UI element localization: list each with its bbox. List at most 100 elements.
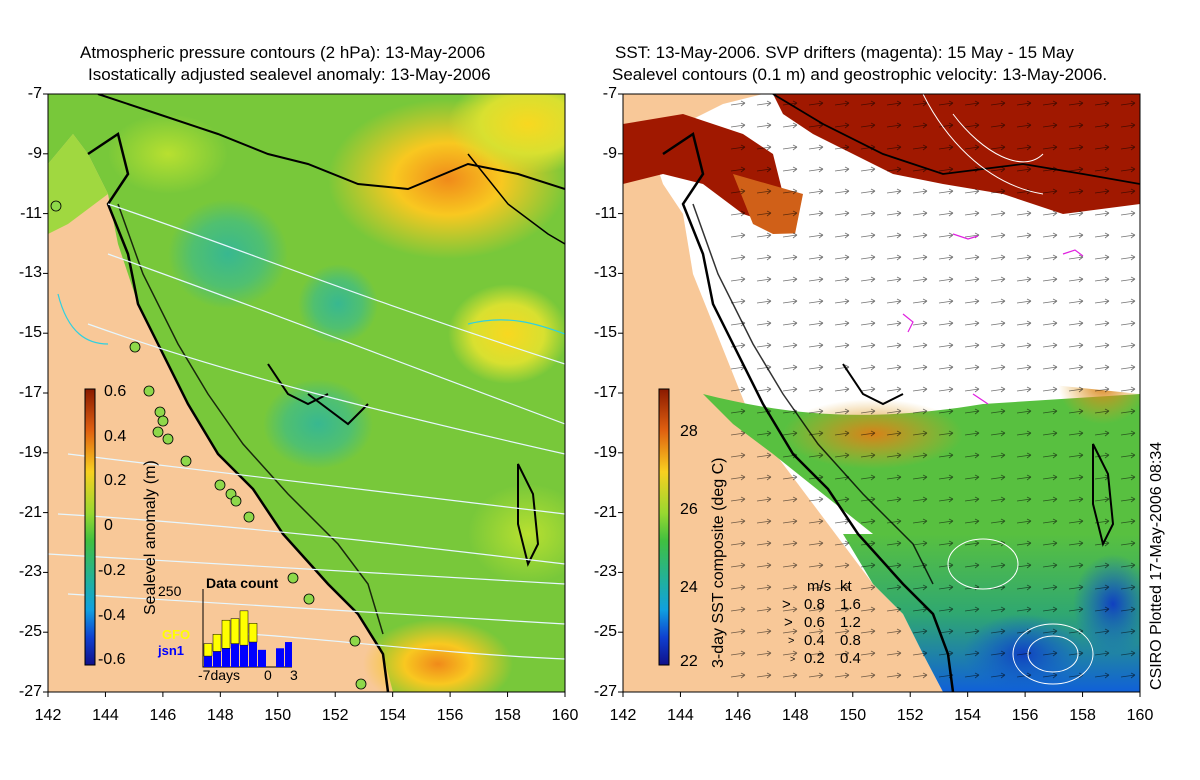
histogram-bar-jsn1 (213, 651, 221, 667)
velocity-arrow-icon: > (790, 654, 796, 664)
sst-colorbar-label: 3-day SST composite (deg C) (710, 457, 727, 668)
x-tick-label: 150 (264, 707, 292, 724)
histogram-bar-gfo (248, 623, 258, 643)
velocity-legend-kt: 0.8 (840, 632, 861, 649)
y-tick-label: -21 (18, 503, 42, 521)
y-tick-label: -19 (18, 443, 42, 461)
sst-tick-28: 28 (680, 423, 698, 440)
y-tick-label: -27 (593, 683, 617, 700)
left-title-line1: Atmospheric pressure contours (2 hPa): 1… (80, 43, 486, 62)
histogram-bar-gfo (212, 633, 222, 652)
y-tick-label: -7 (602, 85, 617, 102)
right-title-line1: SST: 13-May-2006. SVP drifters (magenta)… (615, 43, 1074, 62)
histogram-bar-jsn1 (276, 648, 284, 667)
sst-tick-22: 22 (680, 653, 698, 670)
sst-colorbar (658, 388, 670, 666)
y-tick-label: -27 (18, 683, 42, 700)
sst-tick-26: 26 (680, 501, 698, 518)
y-tick-label: -13 (593, 264, 617, 282)
x-tick-label: 156 (436, 707, 464, 724)
sst-tick-24: 24 (680, 579, 698, 596)
sla-tick-0: 0.6 (104, 383, 127, 400)
y-tick-label: -9 (602, 144, 617, 162)
y-tick-label: -11 (595, 204, 617, 222)
velocity-legend-ms-header: m/s (807, 578, 832, 595)
data-count-ymax: 250 (158, 583, 182, 599)
x-tick-label: 142 (34, 707, 62, 724)
data-count-x-left: -7days (198, 667, 241, 683)
data-count-x-zero: 0 (264, 667, 272, 683)
x-tick-label: 146 (149, 707, 177, 724)
velocity-arrow-icon: > (784, 614, 793, 631)
sealevel-anomaly-map (48, 94, 565, 692)
y-tick-label: -9 (27, 144, 42, 162)
velocity-legend-kt: 0.4 (840, 650, 861, 667)
left-title-line2: Isostatically adjusted sealevel anomaly:… (88, 65, 491, 84)
sla-tick-4: -0.2 (98, 562, 126, 579)
velocity-arrow-icon: > (782, 596, 791, 613)
histogram-bar-gfo (221, 619, 231, 649)
sla-tick-1: 0.4 (104, 428, 127, 445)
x-tick-label: 158 (1069, 707, 1096, 724)
x-tick-label: 158 (494, 707, 521, 724)
x-tick-label: 160 (551, 707, 579, 724)
histogram-bar-gfo (230, 618, 240, 644)
y-tick-label: -17 (18, 384, 42, 401)
velocity-legend-kt: 1.6 (840, 596, 861, 613)
data-count-inset: Data count 250 GFO jsn1 -7days 0 3 (148, 575, 298, 685)
velocity-legend-ms: 0.6 (804, 614, 825, 631)
sla-tick-5: -0.4 (98, 607, 126, 624)
histogram-bar-jsn1 (249, 642, 257, 667)
x-tick-label: 146 (724, 707, 752, 724)
y-tick-label: -23 (18, 563, 42, 581)
histogram-bar-gfo (203, 643, 213, 657)
x-tick-label: 152 (321, 707, 349, 724)
sla-tick-2: 0.2 (104, 472, 127, 489)
sealevel-colorbar (84, 388, 96, 666)
x-tick-label: 154 (954, 707, 981, 724)
y-tick-label: -17 (593, 384, 617, 401)
velocity-legend-ms: 0.4 (804, 632, 825, 649)
y-tick-label: -19 (593, 443, 617, 461)
y-tick-label: -13 (18, 264, 42, 282)
velocity-legend-ms: 0.2 (804, 650, 825, 667)
right-title-line2: Sealevel contours (0.1 m) and geostrophi… (612, 65, 1108, 84)
data-count-histogram (202, 589, 292, 668)
legend-jsn1: jsn1 (158, 643, 185, 658)
x-tick-label: 152 (896, 707, 924, 724)
x-tick-label: 144 (92, 707, 119, 724)
x-tick-label: 148 (781, 707, 809, 724)
velocity-legend-ms: 0.8 (804, 596, 825, 613)
x-tick-label: 148 (206, 707, 234, 724)
histogram-bar-jsn1 (231, 643, 239, 667)
histogram-bar-jsn1 (285, 642, 292, 667)
left-axis-ticks (43, 93, 566, 697)
y-tick-label: -11 (20, 204, 42, 222)
velocity-legend-kt: 1.2 (840, 614, 861, 631)
velocity-legend-kt-header: kt (840, 578, 852, 595)
sla-tick-3: 0 (104, 517, 113, 534)
y-tick-label: -15 (18, 324, 42, 342)
histogram-bar-jsn1 (240, 645, 248, 667)
y-tick-label: -15 (593, 324, 617, 342)
histogram-bar-jsn1 (204, 656, 212, 667)
velocity-arrow-icon: > (788, 635, 795, 647)
histogram-bar-jsn1 (258, 649, 266, 667)
y-tick-label: -25 (593, 623, 617, 641)
data-count-x-right: 3 (290, 667, 298, 683)
y-tick-label: -7 (27, 85, 42, 102)
x-tick-label: 144 (667, 707, 694, 724)
y-tick-label: -25 (18, 623, 42, 641)
y-tick-label: -23 (593, 563, 617, 581)
data-count-title: Data count (206, 575, 279, 591)
y-tick-label: -21 (593, 503, 617, 521)
plotted-note: CSIRO Plotted 17-May-2006 08:34 (1148, 441, 1165, 690)
histogram-bar-jsn1 (222, 648, 230, 667)
legend-gfo: GFO (162, 627, 191, 642)
x-tick-label: 160 (1126, 707, 1154, 724)
sst-map (623, 94, 1140, 692)
histogram-bar-gfo (239, 610, 249, 646)
right-axis-ticks (618, 93, 1141, 697)
x-tick-label: 156 (1011, 707, 1039, 724)
